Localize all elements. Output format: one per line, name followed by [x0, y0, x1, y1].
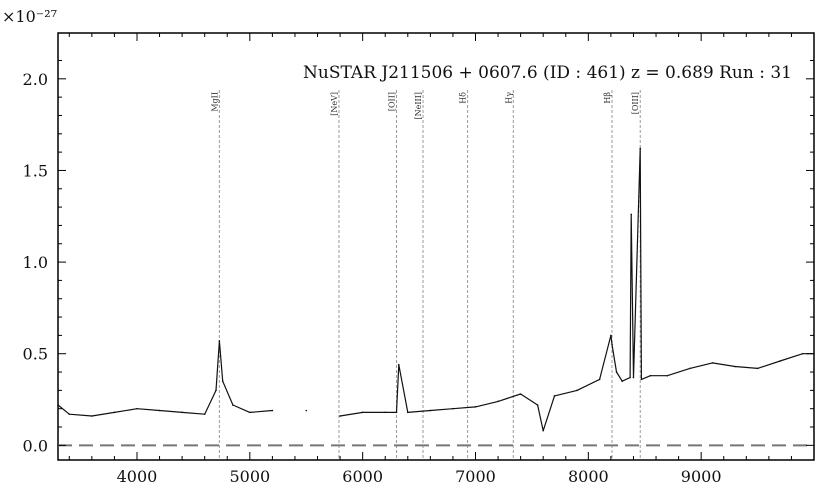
y-tick-label-3: 1.5	[23, 161, 48, 180]
emission-line-label-5: Hγ	[504, 92, 513, 104]
spectrum-point	[203, 413, 206, 415]
y-tick-label-1: 0.5	[23, 345, 48, 364]
spectrum-point	[632, 376, 635, 379]
spectrum-point	[474, 406, 477, 408]
spectrum-point	[598, 378, 601, 381]
spectrum-point	[536, 404, 539, 406]
spectrum-point	[395, 411, 398, 414]
x-tick-label-3: 7000	[455, 467, 496, 486]
spectrum-point	[542, 429, 544, 432]
spectrum-point	[711, 362, 714, 364]
x-tick-label-1: 5000	[229, 467, 270, 486]
spectrum-point	[406, 411, 409, 414]
emission-line-label-3: [NeIII]	[414, 92, 423, 119]
spectrum-point	[576, 389, 578, 392]
spectrum-point	[639, 147, 642, 150]
emission-line-label-0: MgII	[210, 92, 219, 112]
spectrum-point	[452, 407, 454, 410]
emission-line-label-1: [NeV]	[330, 92, 339, 116]
x-tick-label-5: 9000	[681, 467, 722, 486]
spectrum-point	[249, 411, 251, 414]
spectrum-series	[57, 147, 815, 432]
spectrum-point	[615, 371, 618, 373]
spectrum-line-0	[57, 147, 814, 432]
x-tick-label-2: 6000	[342, 467, 383, 486]
y-tick-label-0: 0.0	[23, 436, 48, 455]
emission-line-label-7: [OIII]	[631, 92, 640, 114]
x-tick-label-4: 8000	[568, 467, 609, 486]
spectrum-point	[91, 415, 93, 417]
spectrum-point	[429, 409, 432, 412]
x-tick-label-0: 4000	[117, 467, 158, 486]
spectrum-point	[497, 400, 499, 403]
spectrum-point	[384, 411, 387, 414]
spectrum-point	[271, 409, 274, 412]
spectrum-point	[218, 340, 221, 342]
spectrum-point	[629, 376, 631, 379]
emission-lines: MgII [NeV] [OII] [NeIII] Hδ Hγ Hβ [OIII]	[210, 90, 641, 460]
spectrum-point	[305, 409, 308, 412]
spectrum-point	[610, 334, 612, 337]
spectrum-point	[215, 389, 217, 392]
emission-line-label-4: Hδ	[459, 92, 468, 104]
emission-line-label-6: Hβ	[603, 92, 612, 104]
spectrum-point	[553, 395, 556, 397]
plot-frame	[57, 32, 815, 461]
spectrum-point	[756, 367, 759, 370]
spectrum-point	[640, 378, 643, 381]
spectrum-point	[611, 343, 613, 346]
y-axis: 0.0 0.5 1.0 1.5 2.0	[23, 59, 814, 455]
x-axis: 4000 5000 6000 7000 8000 9000	[68, 33, 792, 486]
spectrum-point	[57, 404, 59, 406]
spectrum-point	[68, 413, 71, 415]
spectrum-point	[339, 415, 341, 417]
y-tick-label-2: 1.0	[23, 253, 48, 272]
y-scale-label: ×10⁻²⁷	[2, 7, 57, 26]
spectrum-point	[158, 409, 161, 412]
spectrum-point	[361, 411, 364, 414]
spectrum-point	[519, 393, 522, 395]
chart-title: NuSTAR J211506 + 0607.6 (ID : 461) z = 0…	[303, 63, 792, 83]
spectrum-point	[621, 380, 623, 382]
spectrum-point	[734, 365, 736, 368]
spectrum-point	[221, 380, 224, 382]
spectrum-point	[113, 411, 116, 414]
spectrum-point	[630, 213, 633, 216]
spectrum-point	[232, 404, 234, 406]
spectrum-point	[136, 407, 138, 410]
spectrum-point	[181, 411, 183, 414]
plot-area	[57, 32, 815, 461]
emission-line-label-2: [OII]	[388, 92, 397, 111]
spectrum-point	[689, 367, 691, 370]
spectrum-point	[801, 352, 804, 355]
spectrum-point	[779, 360, 781, 362]
spectrum-point	[397, 363, 400, 366]
spectrum-point	[649, 374, 652, 377]
y-tick-label-4: 2.0	[23, 70, 48, 89]
spectrum-point	[666, 374, 669, 377]
